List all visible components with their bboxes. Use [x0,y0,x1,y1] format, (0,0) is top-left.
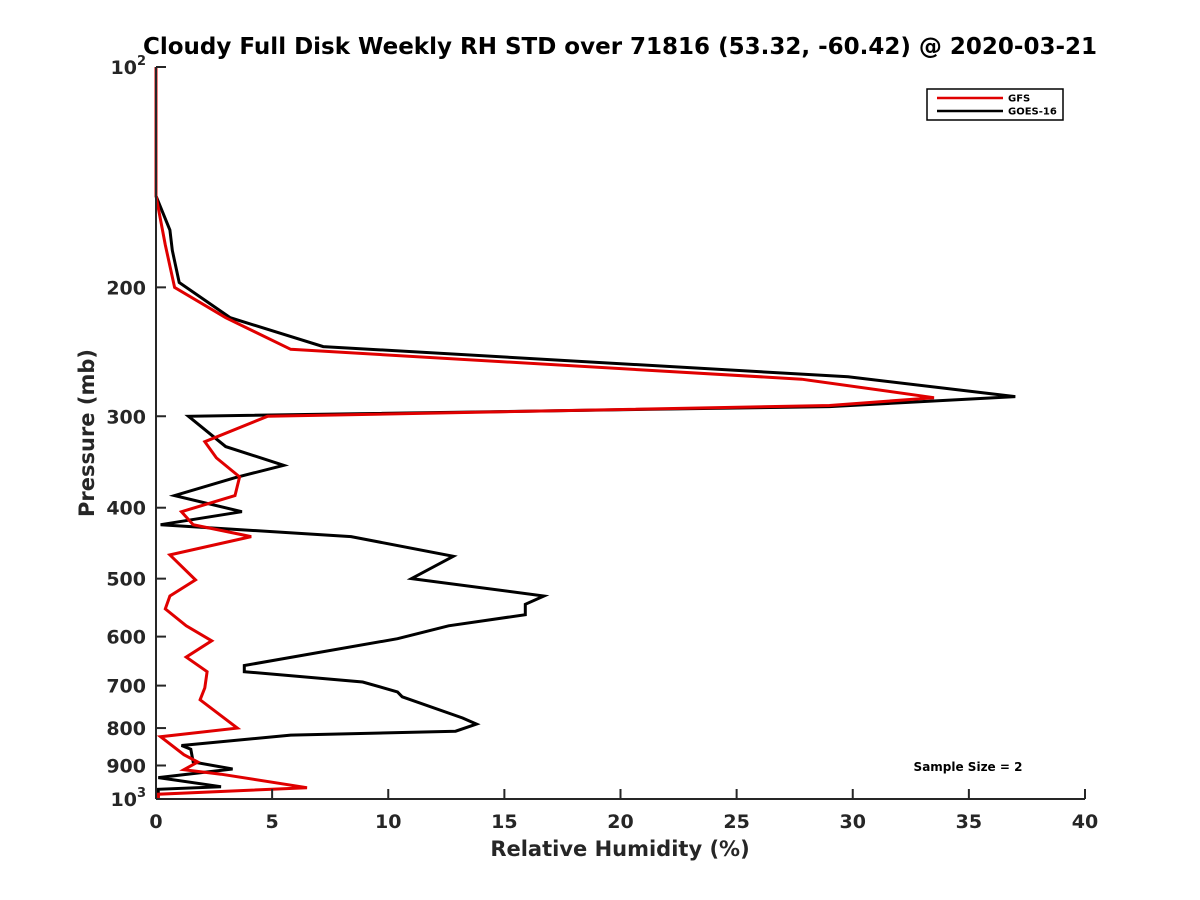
legend: GFS GOES-16 [926,88,1064,121]
y-tick-label: 103 [111,786,147,811]
y-tick-label: 300 [106,406,146,428]
y-tick-label: 700 [106,676,146,698]
x-tick-label: 10 [375,811,401,833]
y-tick-label: 400 [106,498,146,520]
x-ticks: 0 5 10 15 20 25 30 35 40 [149,789,1098,833]
legend-label-gfs: GFS [1008,94,1030,105]
y-tick-label: 500 [106,569,146,591]
y-tick-label: 200 [106,277,146,299]
x-tick-label: 40 [1072,811,1098,833]
series-line-gfs [154,67,935,799]
y-tick-label: 900 [106,756,146,778]
legend-label-goes16: GOES-16 [1008,107,1057,118]
y-tick-label: 102 [111,54,147,79]
sample-size-annotation: Sample Size = 2 [914,760,1023,774]
y-ticks: 102 200 300 400 500 600 700 800 900 103 [106,54,166,811]
series-layer [154,67,1016,799]
plot-background [156,67,1085,799]
x-tick-label: 35 [956,811,982,833]
plot-area [156,67,1085,799]
legend-box [926,88,1064,121]
x-tick-label: 0 [149,811,162,833]
y-tick-label: 600 [106,627,146,649]
x-axis-label: Relative Humidity (%) [490,837,749,861]
y-tick-label: 800 [106,718,146,740]
x-tick-label: 5 [266,811,279,833]
y-axis-label: Pressure (mb) [75,349,99,517]
x-tick-label: 15 [491,811,517,833]
series-line-goes16 [154,67,1016,799]
chart-title: Cloudy Full Disk Weekly RH STD over 7181… [143,34,1097,60]
x-tick-label: 25 [723,811,749,833]
x-tick-label: 30 [840,811,866,833]
x-tick-label: 20 [607,811,633,833]
